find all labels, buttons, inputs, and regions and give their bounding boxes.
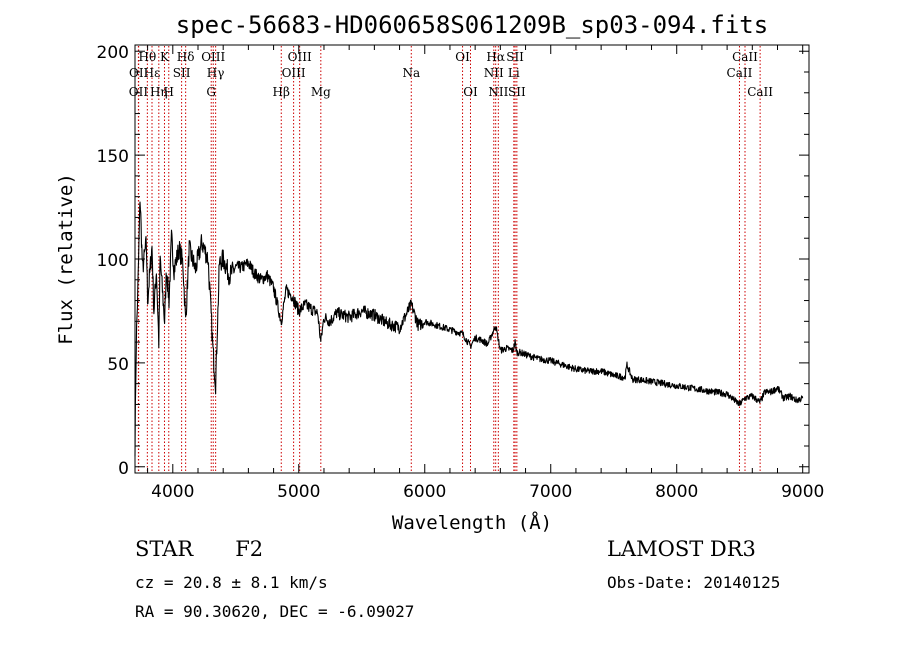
y-axis-ticks: 0 50 100 150 200	[97, 43, 809, 479]
x-tick-label: 7000	[529, 482, 572, 502]
y-tick-label: 100	[97, 251, 129, 271]
x-tick-label: 6000	[403, 482, 446, 502]
y-axis-label: Flux (relative)	[55, 173, 77, 345]
line-label-3: Hε	[144, 66, 161, 80]
line-label-22: SII	[506, 50, 524, 64]
y-tick-label: 0	[118, 459, 129, 479]
y-tick-label: 150	[97, 147, 129, 167]
line-label-19: NII	[484, 66, 504, 80]
chart-title: spec-56683-HD060658S061209B_sp03-094.fit…	[176, 11, 768, 39]
class-label: STAR	[135, 537, 194, 561]
x-tick-label: 9000	[781, 482, 824, 502]
line-label-11: Hγ	[207, 66, 225, 80]
line-label-17: OI	[455, 50, 470, 64]
flux-line	[134, 201, 804, 457]
emission-line-labels: OII OII Hθ Hε Hη K H SII Hδ G OIII Hγ Hβ OIII OIII Mg Na…	[129, 50, 774, 99]
plot-frame	[134, 44, 810, 474]
y-tick-label: 50	[107, 355, 129, 375]
line-label-9: G	[206, 85, 216, 99]
survey-name: LAMOST DR3	[607, 537, 756, 561]
line-label-24: SII	[508, 85, 526, 99]
object-class: STAR F2	[135, 537, 263, 561]
flux-series	[134, 201, 804, 457]
line-label-21: NII	[488, 85, 508, 99]
line-label-5: K	[160, 50, 170, 64]
line-label-0: OII	[129, 85, 149, 99]
line-label-6: H	[164, 85, 174, 99]
line-label-23: Li	[508, 66, 520, 80]
coordinates-readout: RA = 90.30620, DEC = -6.09027	[135, 602, 415, 621]
redshift-readout: cz = 20.8 ± 8.1 km/s	[135, 573, 328, 592]
line-label-2: Hθ	[138, 50, 156, 64]
line-label-25: CaII	[727, 66, 753, 80]
line-label-12: Hβ	[273, 85, 290, 99]
line-label-7: SII	[173, 66, 191, 80]
emission-line-markers	[137, 46, 761, 472]
line-label-18: OI	[463, 85, 478, 99]
line-label-14: OIII	[288, 50, 312, 64]
y-tick-label: 200	[97, 43, 129, 63]
obs-date: Obs-Date: 20140125	[607, 573, 781, 592]
line-label-16: Na	[402, 66, 420, 80]
line-label-13: OIII	[282, 66, 306, 80]
subclass-label: F2	[235, 537, 264, 561]
x-axis-label: Wavelength (Å)	[392, 511, 552, 534]
line-label-15: Mg	[311, 85, 331, 99]
line-label-20: Hα	[486, 50, 505, 64]
line-label-1: OII	[129, 66, 149, 80]
line-label-26: CaII	[732, 50, 758, 64]
line-label-10: OIII	[201, 50, 225, 64]
line-label-8: Hδ	[177, 50, 195, 64]
x-tick-label: 8000	[655, 482, 698, 502]
x-tick-label: 4000	[151, 482, 194, 502]
line-label-4: Hη	[150, 85, 168, 99]
line-label-27: CaII	[747, 85, 773, 99]
x-tick-label: 5000	[277, 482, 320, 502]
x-axis-ticks: 4000 5000 6000 7000 8000 9000	[147, 45, 824, 502]
